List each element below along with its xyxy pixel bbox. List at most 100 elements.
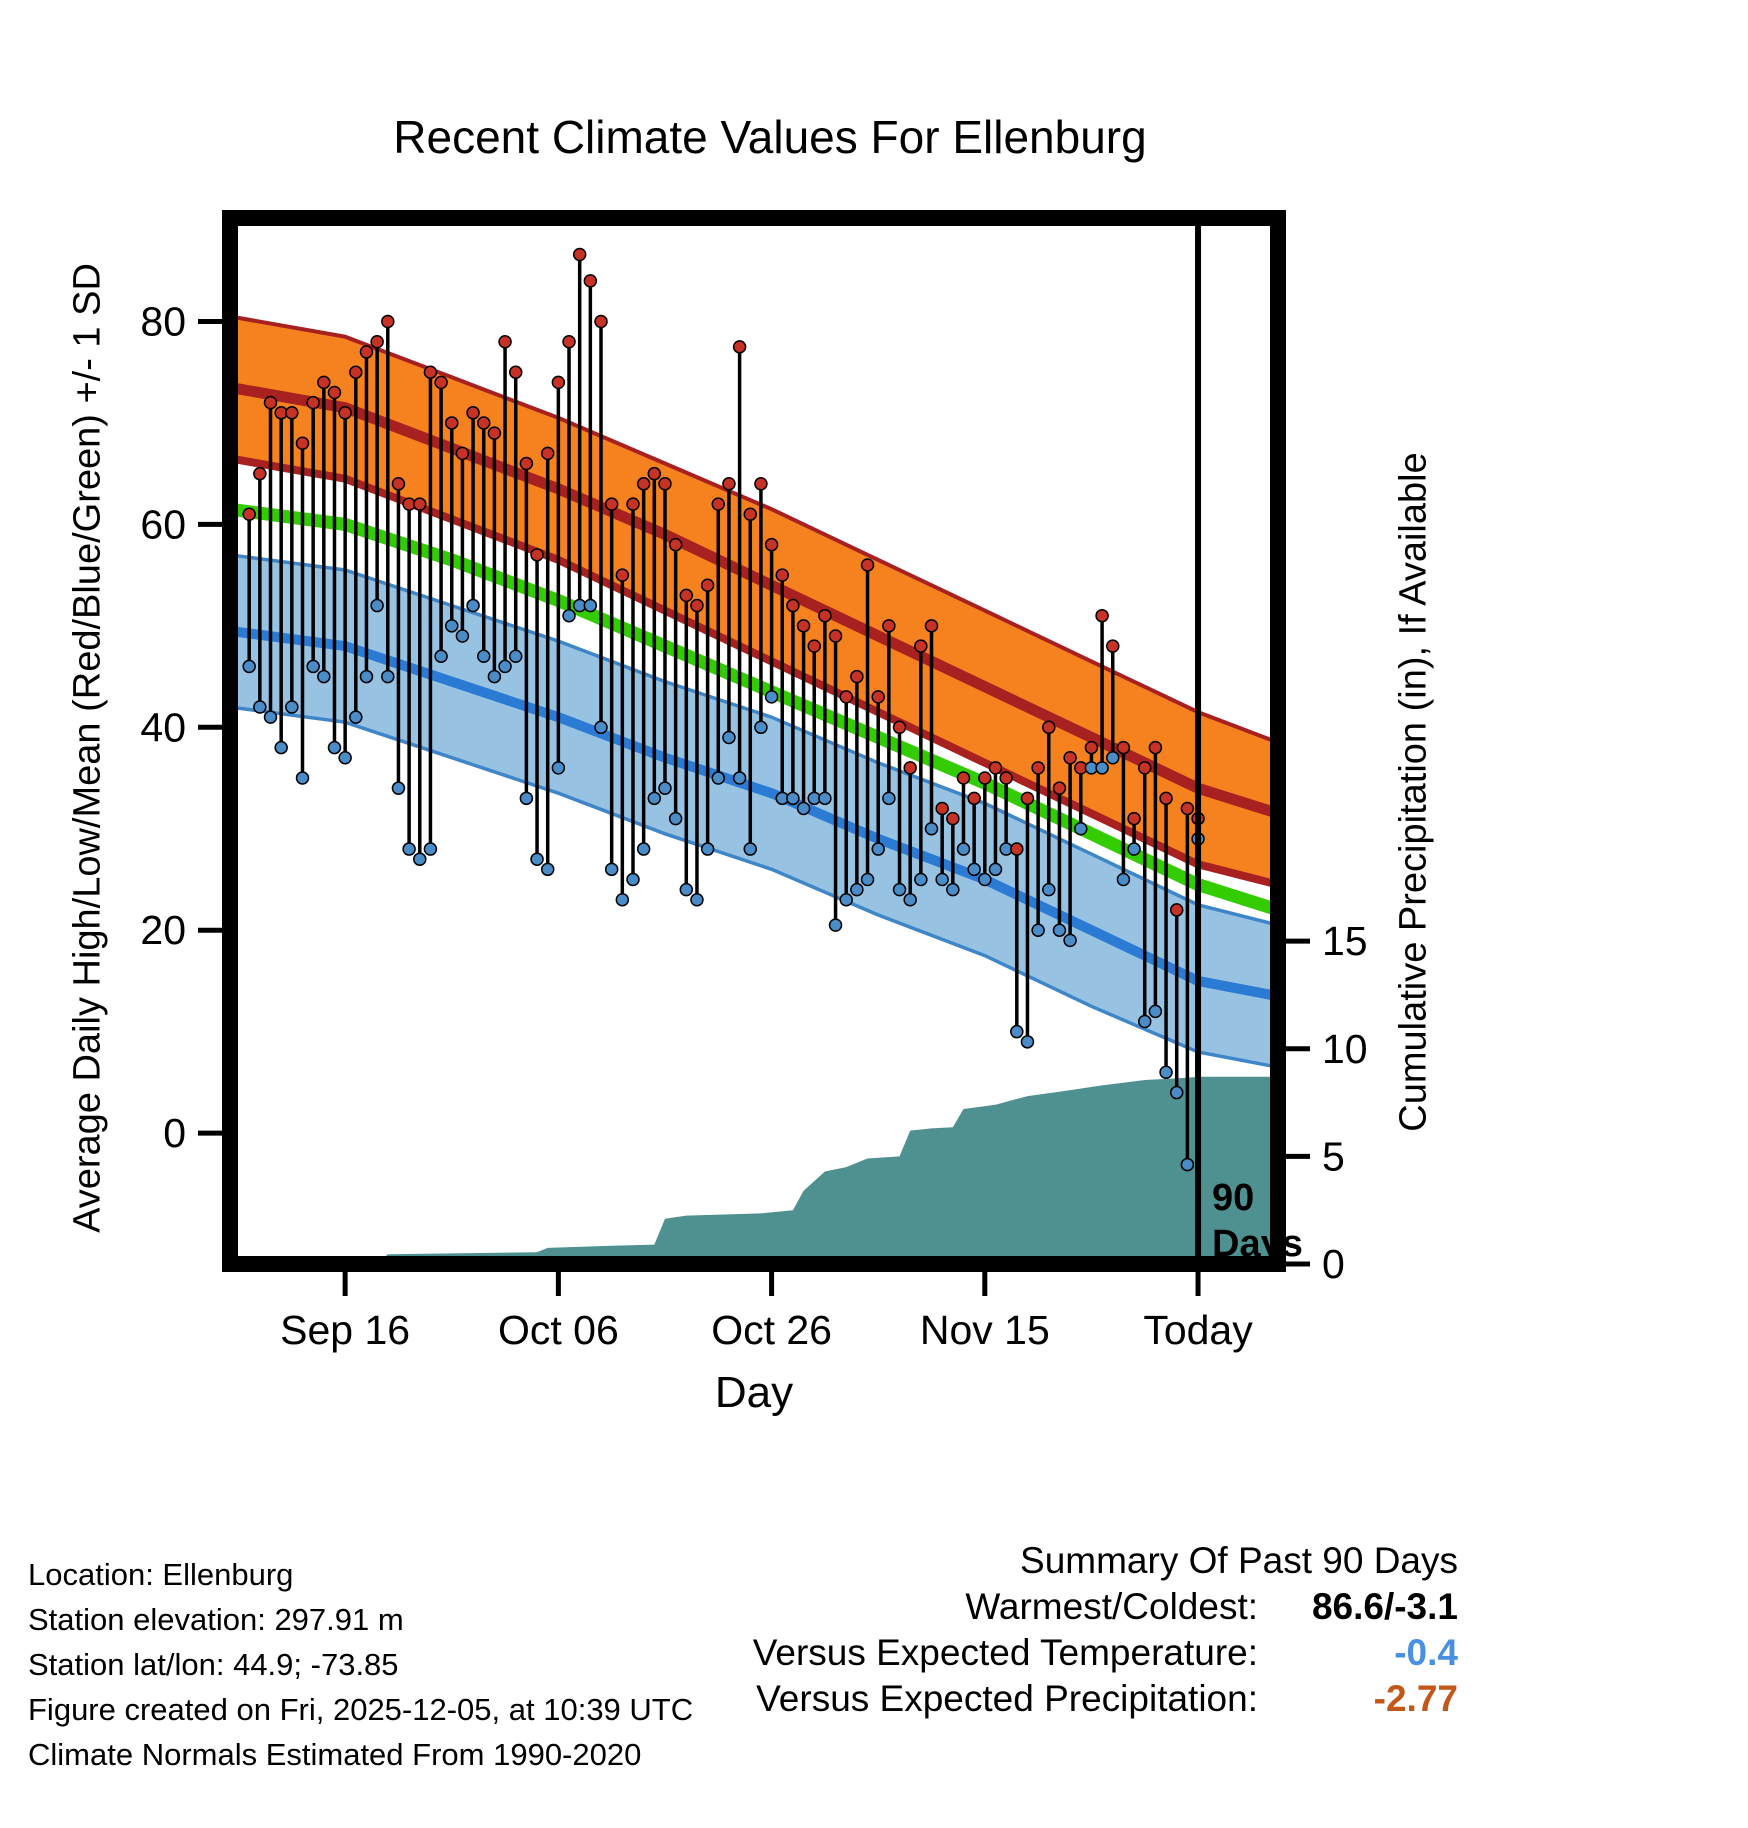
daily-high-dot [828, 629, 843, 643]
elevation-line: Station elevation: 297.91 m [28, 1602, 404, 1637]
daily-low-dot [434, 649, 448, 664]
daily-high-dot [1106, 639, 1120, 653]
daily-low-dot [679, 882, 694, 897]
summary-value: -2.77 [1373, 1678, 1458, 1719]
daily-high-dot [764, 537, 779, 552]
daily-high-dot [914, 639, 928, 653]
daily-high-dot [349, 365, 363, 379]
daily-high-dot [1052, 781, 1067, 795]
daily-low-dot [466, 598, 480, 613]
daily-high-dot [999, 771, 1013, 785]
summary-label: Versus Expected Temperature: [752, 1632, 1258, 1673]
daily-low-dot [988, 862, 1003, 877]
daily-high-dot [903, 761, 917, 775]
daily-high-dot [242, 507, 256, 521]
daily-high-dot [445, 416, 459, 430]
daily-low-dot [413, 852, 427, 866]
daily-low-dot [338, 750, 352, 765]
created-line: Figure created on Fri, 2025-12-05, at 10… [28, 1692, 694, 1727]
daily-low-dot [263, 710, 278, 724]
ninety-days-label: 90 [1212, 1177, 1254, 1219]
daily-low-dot [253, 700, 267, 714]
daily-low-dot [359, 669, 374, 684]
daily-low-dot [487, 669, 502, 684]
low-band-upper-edge [229, 553, 1279, 927]
daily-high-dot [519, 456, 534, 471]
daily-low-dot [1052, 923, 1067, 937]
daily-high-dot [786, 598, 800, 613]
daily-low-dot [274, 740, 288, 755]
daily-low-dot [1042, 882, 1056, 897]
avg-low-line [229, 625, 1279, 1002]
y-left-tick-label: 40 [140, 704, 186, 750]
daily-low-dot [1137, 1014, 1152, 1029]
daily-high-dot [487, 426, 502, 440]
daily-low-dot [1159, 1065, 1173, 1080]
daily-high-dot [530, 548, 544, 562]
x-tick-label: Nov 15 [920, 1307, 1050, 1353]
daily-high-dot [860, 558, 875, 572]
daily-low-dot [551, 761, 566, 775]
daily-high-dot [818, 608, 832, 623]
daily-high-dot [604, 497, 619, 511]
latlon-line: Station lat/lon: 44.9; -73.85 [28, 1647, 399, 1682]
daily-low-dot [1127, 842, 1141, 856]
daily-high-dot [775, 568, 790, 582]
daily-low-dot [604, 862, 619, 877]
daily-high-dot [1020, 791, 1035, 806]
daily-high-dot [476, 416, 491, 430]
daily-high-dot [1137, 761, 1152, 775]
daily-low-dot [711, 771, 726, 785]
summary-row-vs-precipitation: Versus Expected Precipitation: -2.77 [753, 1676, 1458, 1722]
daily-low-dot [700, 842, 715, 856]
y-left-tick-label: 20 [140, 907, 186, 953]
daily-low-dot [476, 649, 491, 664]
daily-low-dot [690, 893, 704, 907]
daily-high-dot [540, 446, 555, 461]
daily-high-dot [1063, 750, 1077, 765]
daily-high-dot [1084, 740, 1099, 755]
y-right-tick-label: 5 [1322, 1133, 1345, 1179]
daily-low-dot [743, 842, 758, 856]
daily-high-dot [722, 477, 736, 491]
daily-low-dot [594, 720, 608, 735]
daily-low-dot [668, 811, 683, 826]
x-tick-label: Oct 26 [711, 1307, 832, 1353]
daily-high-dot [423, 365, 438, 379]
daily-low-dot [498, 659, 512, 674]
daily-high-dot [434, 375, 448, 390]
daily-low-dot [903, 893, 917, 907]
daily-high-dot [551, 375, 566, 390]
daily-high-dot [1159, 791, 1173, 806]
daily-low-dot [732, 771, 747, 785]
daily-high-dot [455, 446, 470, 461]
daily-low-dot [647, 791, 662, 806]
daily-low-dot [956, 842, 971, 856]
daily-low-dot [722, 730, 736, 745]
daily-high-dot [583, 274, 598, 288]
daily-low-dot [327, 740, 342, 755]
daily-low-dot [1031, 923, 1045, 937]
daily-high-dot [466, 406, 480, 420]
daily-high-dot [391, 477, 406, 491]
daily-low-dot [519, 791, 534, 806]
daily-high-dot [263, 395, 278, 410]
summary-row-warmest-coldest: Warmest/Coldest: 86.6/-3.1 [753, 1584, 1458, 1630]
daily-high-dot [935, 801, 949, 816]
daily-low-dot [839, 893, 853, 907]
daily-high-dot [253, 466, 267, 481]
daily-high-dot [978, 771, 992, 785]
daily-low-dot [1095, 761, 1109, 775]
daily-high-dot [732, 340, 747, 354]
daily-low-dot [391, 781, 406, 795]
daily-low-dot [562, 608, 576, 623]
daily-high-dot [508, 365, 523, 379]
daily-low-dot [295, 771, 310, 785]
x-tick-label: Sep 16 [280, 1307, 410, 1353]
daily-high-dot [1169, 903, 1184, 917]
daily-high-dot [743, 507, 758, 521]
daily-low-dot [882, 791, 896, 806]
daily-high-dot [924, 619, 939, 633]
daily-high-dot [850, 669, 864, 684]
